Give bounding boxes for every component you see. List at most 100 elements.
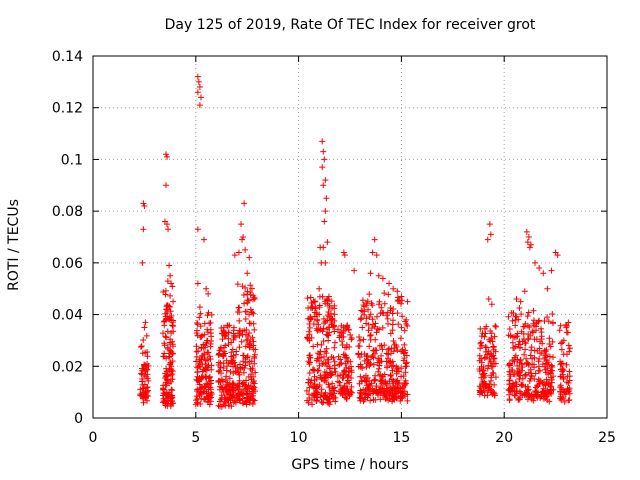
data-point [243, 326, 250, 333]
x-tick-label: 25 [598, 430, 616, 446]
data-point [245, 297, 252, 304]
data-point [358, 307, 365, 314]
data-point [239, 331, 246, 338]
data-point [530, 307, 537, 314]
data-point [388, 350, 395, 357]
data-point [228, 403, 235, 410]
data-point [360, 302, 367, 309]
data-point [226, 381, 233, 388]
data-point [538, 350, 545, 357]
data-point [373, 383, 380, 390]
data-point [383, 312, 390, 319]
data-point [234, 395, 241, 402]
data-point [194, 319, 201, 326]
data-point [556, 327, 563, 334]
data-point [323, 345, 330, 352]
data-point [375, 272, 382, 279]
data-point [478, 355, 485, 362]
data-point [244, 353, 251, 360]
data-point [491, 381, 498, 388]
data-point [244, 288, 251, 295]
data-point [222, 333, 229, 340]
data-point [194, 226, 201, 233]
data-point [194, 327, 201, 334]
data-point [163, 395, 170, 402]
data-point [243, 391, 250, 398]
data-point [356, 354, 363, 361]
data-point [205, 349, 212, 356]
data-point [512, 392, 519, 399]
data-point [243, 398, 250, 405]
data-point [522, 320, 529, 327]
data-point [390, 378, 397, 385]
data-point [319, 399, 326, 406]
data-point [326, 384, 333, 391]
data-point [562, 321, 569, 328]
data-point [373, 252, 380, 259]
data-point [387, 330, 394, 337]
data-point [344, 324, 351, 331]
data-point [560, 351, 567, 358]
data-point [546, 341, 553, 348]
data-point [511, 344, 518, 351]
data-point [404, 397, 411, 404]
data-point [531, 354, 538, 361]
data-point [240, 291, 247, 298]
data-point [166, 316, 173, 323]
data-point [548, 363, 555, 370]
data-point [534, 391, 541, 398]
data-point [558, 360, 565, 367]
data-point [401, 327, 408, 334]
data-point [245, 382, 252, 389]
data-point [306, 324, 313, 331]
data-point [510, 310, 517, 317]
data-point [402, 360, 409, 367]
data-point [167, 359, 174, 366]
data-point [199, 353, 206, 360]
data-point [208, 362, 215, 369]
data-point [307, 294, 314, 301]
data-point [200, 344, 207, 351]
data-point [141, 391, 148, 398]
data-point [514, 362, 521, 369]
data-point [390, 362, 397, 369]
data-point [221, 394, 228, 401]
data-point [309, 401, 316, 408]
data-point [488, 387, 495, 394]
data-point [370, 390, 377, 397]
data-point [505, 313, 512, 320]
data-point [390, 337, 397, 344]
data-point [345, 390, 352, 397]
data-point [348, 336, 355, 343]
data-point [247, 291, 254, 298]
data-point [343, 364, 350, 371]
data-point [524, 239, 531, 246]
data-point [233, 394, 240, 401]
data-point [222, 395, 229, 402]
data-point [249, 334, 256, 341]
data-point [247, 306, 254, 313]
data-point [506, 377, 513, 384]
data-point [323, 378, 330, 385]
data-point [323, 195, 330, 202]
data-point [230, 380, 237, 387]
data-point [310, 343, 317, 350]
data-point [336, 379, 343, 386]
data-point [357, 337, 364, 344]
data-point [163, 368, 170, 375]
data-point [477, 345, 484, 352]
data-point [355, 343, 362, 350]
y-tick-label: 0.12 [52, 101, 83, 117]
data-point [528, 344, 535, 351]
data-point [231, 334, 238, 341]
data-point [523, 392, 530, 399]
data-point [377, 371, 384, 378]
x-tick-label: 15 [392, 430, 410, 446]
data-point [507, 388, 514, 395]
data-point [199, 361, 206, 368]
data-point [205, 290, 212, 297]
data-point [164, 221, 171, 228]
data-point [548, 379, 555, 386]
data-point [170, 328, 177, 335]
data-point [402, 369, 409, 376]
